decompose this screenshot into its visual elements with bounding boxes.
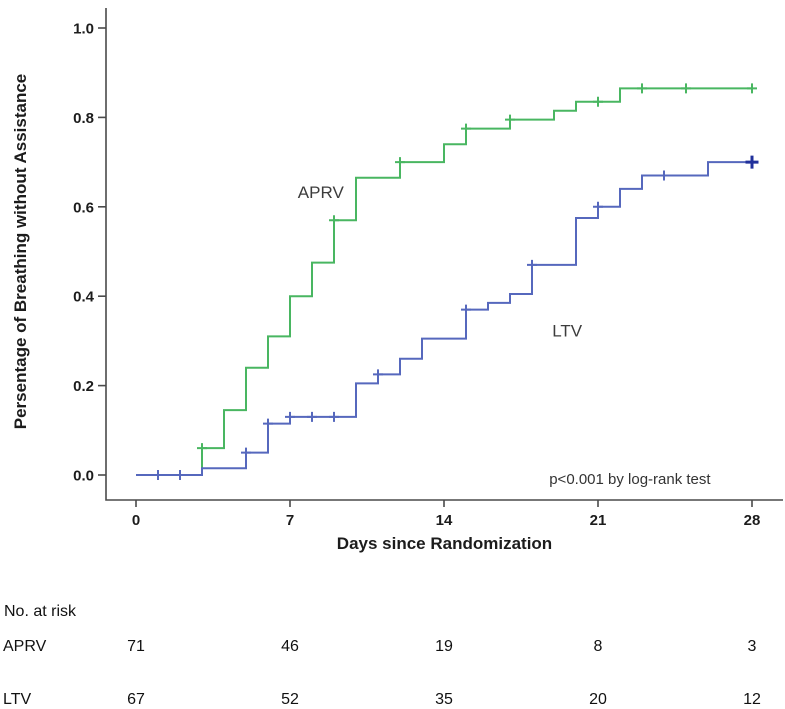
- series-label-ltv: LTV: [552, 321, 583, 340]
- series-curve-ltv: [136, 161, 752, 476]
- censor-mark-ltv: [263, 418, 273, 429]
- risk-count: 8: [594, 638, 603, 655]
- axis-spines: [105, 8, 783, 501]
- series-curve-aprv: [136, 87, 752, 476]
- risk-count: 19: [435, 638, 453, 655]
- censor-mark-ltv: [241, 447, 251, 458]
- x-tick-label: 7: [286, 512, 294, 529]
- risk-count: 3: [748, 638, 757, 655]
- censor-mark-ltv: [285, 411, 295, 422]
- risk-row-label-aprv: APRV: [3, 638, 47, 655]
- censor-mark-ltv: [329, 411, 339, 422]
- censor-mark-aprv: [461, 123, 471, 134]
- y-axis-title: Persentage of Breathing without Assistan…: [11, 74, 30, 430]
- censor-mark-aprv: [681, 83, 691, 94]
- risk-count: 67: [127, 691, 145, 708]
- x-tick-label: 0: [132, 512, 140, 529]
- censor-mark-aprv: [593, 96, 603, 107]
- risk-count: 46: [281, 638, 299, 655]
- y-tick-label: 1.0: [73, 21, 94, 38]
- censor-mark-aprv: [747, 83, 757, 94]
- censor-mark-aprv: [505, 114, 515, 125]
- censor-mark-aprv: [197, 443, 207, 454]
- x-tick-label: 21: [590, 512, 607, 529]
- series-label-aprv: APRV: [298, 183, 345, 202]
- censor-mark-ltv: [153, 470, 163, 480]
- y-tick-label: 0.0: [73, 468, 94, 485]
- y-tick-label: 0.6: [73, 199, 94, 216]
- risk-count: 12: [743, 691, 761, 708]
- censor-mark-ltv: [175, 470, 185, 480]
- risk-count: 52: [281, 691, 299, 708]
- censor-mark-ltv: [659, 170, 669, 181]
- x-tick-label: 14: [436, 512, 453, 529]
- censor-mark-aprv: [395, 157, 405, 168]
- censor-mark-ltv: [527, 259, 537, 270]
- p-value-annotation: p<0.001 by log-rank test: [549, 471, 711, 488]
- censor-mark-aprv: [637, 83, 647, 94]
- x-axis-title: Days since Randomization: [337, 534, 552, 553]
- risk-table-title: No. at risk: [4, 603, 77, 620]
- censor-mark-aprv: [329, 215, 339, 226]
- censor-mark-ltv: [593, 201, 603, 212]
- risk-count: 20: [589, 691, 607, 708]
- censor-mark-ltv: [373, 369, 383, 380]
- censor-mark-ltv: [745, 155, 759, 169]
- censor-mark-ltv: [307, 411, 317, 422]
- y-tick-label: 0.8: [73, 110, 94, 127]
- y-tick-label: 0.2: [73, 378, 94, 395]
- x-tick-label: 28: [744, 512, 761, 529]
- y-tick-label: 0.4: [73, 289, 95, 306]
- risk-count: 35: [435, 691, 453, 708]
- risk-row-label-ltv: LTV: [3, 691, 31, 708]
- censor-mark-ltv: [461, 304, 471, 315]
- risk-count: 71: [127, 638, 145, 655]
